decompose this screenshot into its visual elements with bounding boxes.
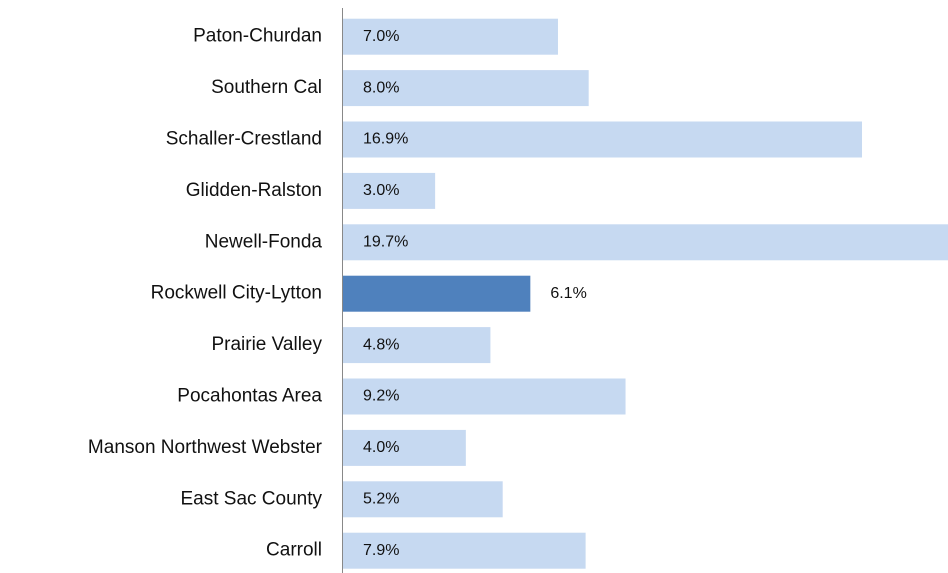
- bar: [343, 121, 863, 158]
- bar: [343, 18, 558, 55]
- category-label: Prairie Valley: [211, 334, 322, 355]
- category-label: Manson Northwest Webster: [88, 437, 323, 458]
- category-label: Newell-Fonda: [205, 231, 323, 252]
- bar: [343, 429, 466, 466]
- value-label: 6.1%: [550, 285, 586, 302]
- category-label: Glidden-Ralston: [186, 180, 322, 201]
- bar: [343, 70, 589, 107]
- value-label: 5.2%: [363, 491, 399, 508]
- value-label: 3.0%: [363, 182, 399, 199]
- value-label: 19.7%: [363, 234, 408, 251]
- category-label: Carroll: [266, 540, 322, 561]
- category-label: Rockwell City-Lytton: [151, 283, 322, 304]
- bar: [343, 224, 948, 261]
- category-label: Southern Cal: [211, 77, 322, 98]
- category-label: Paton-Churdan: [193, 26, 322, 47]
- value-label: 4.8%: [363, 336, 399, 353]
- bar: [343, 275, 531, 312]
- value-label: 8.0%: [363, 79, 399, 96]
- bar: [343, 327, 491, 364]
- category-label: East Sac County: [180, 488, 322, 509]
- bar: [343, 532, 586, 569]
- value-label: 7.9%: [363, 542, 399, 559]
- bar: [343, 481, 503, 518]
- bar: [343, 172, 436, 209]
- value-label: 16.9%: [363, 131, 408, 148]
- category-label: Schaller-Crestland: [166, 129, 322, 150]
- bar: [343, 378, 626, 415]
- value-label: 4.0%: [363, 439, 399, 456]
- category-label: Pocahontas Area: [177, 386, 322, 407]
- value-label: 9.2%: [363, 388, 399, 405]
- value-label: 7.0%: [363, 28, 399, 45]
